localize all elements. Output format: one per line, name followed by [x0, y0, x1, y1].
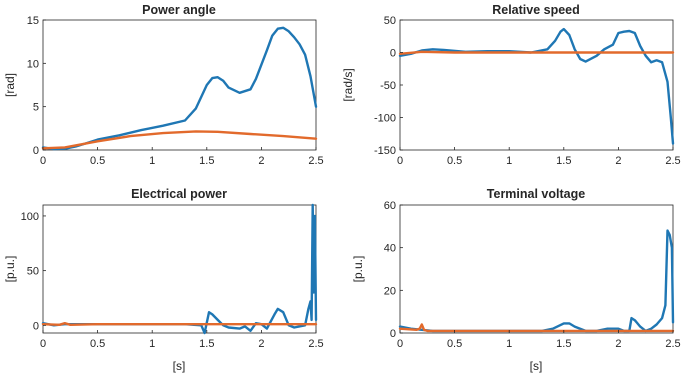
y-tick-label: 20 [384, 285, 396, 297]
plot-area [399, 19, 674, 151]
x-tick-label: 1 [506, 338, 512, 350]
x-tick-label: 0 [397, 338, 403, 350]
x-tick-label: 2.5 [665, 155, 680, 167]
y-tick-label: 0 [390, 328, 396, 340]
y-tick-label: 0 [33, 320, 39, 332]
x-axis-label: [s] [530, 359, 543, 373]
y-tick-label: -50 [380, 80, 396, 92]
axis-ticks: 0 0.5 1 1.5 2 2.5 -150 -100 -50 0 50 [374, 15, 681, 167]
y-axis-label: [rad/s] [341, 68, 355, 101]
x-tick-label: 2 [615, 338, 621, 350]
x-tick-label: 1 [149, 155, 155, 167]
plot-area [42, 204, 317, 334]
x-tick-label: 0 [40, 155, 46, 167]
axis-ticks: 0 0.5 1 1.5 2 2.5 0 50 100 [21, 211, 324, 350]
x-tick-label: 2.5 [665, 338, 680, 350]
series-lines [41, 203, 318, 335]
series-lines [398, 27, 675, 145]
y-axis-label: [p.u.] [351, 256, 365, 283]
y-tick-label: 40 [384, 243, 396, 255]
y-tick-label: 0 [390, 48, 396, 60]
series-line-2 [41, 130, 318, 150]
y-tick-label: 100 [21, 211, 39, 223]
x-axis-label: [s] [173, 359, 186, 373]
series-line-2 [398, 323, 675, 333]
x-tick-label: 2 [258, 155, 264, 167]
x-tick-label: 0 [40, 338, 46, 350]
x-tick-label: 0.5 [447, 155, 462, 167]
x-tick-label: 2.5 [308, 338, 323, 350]
x-tick-label: 0.5 [90, 338, 105, 350]
axis-ticks: 0 0.5 1 1.5 2 2.5 0 20 40 60 [384, 200, 681, 350]
x-tick-label: 2.5 [308, 155, 323, 167]
axis-ticks: 0 0.5 1 1.5 2 2.5 0 5 10 15 [27, 15, 324, 167]
panel-relative-speed: Relative speed [rad/s] 0 0.5 1 1.5 2 2.5 -150 -… [341, 3, 681, 167]
x-tick-label: 0.5 [447, 338, 462, 350]
x-tick-label: 1.5 [199, 338, 214, 350]
y-tick-label: 50 [27, 266, 39, 278]
x-tick-label: 1 [149, 338, 155, 350]
y-axis-label: [rad] [3, 73, 17, 97]
x-tick-label: 2 [615, 155, 621, 167]
chart-title: Electrical power [131, 187, 227, 201]
y-tick-label: 0 [33, 145, 39, 157]
x-tick-label: 2 [258, 338, 264, 350]
series-line-2 [41, 322, 318, 326]
x-tick-label: 1 [506, 155, 512, 167]
series-line-2 [398, 50, 675, 55]
y-tick-label: 5 [33, 102, 39, 114]
y-tick-label: -100 [374, 113, 396, 125]
plot-area [42, 19, 317, 151]
y-tick-label: 60 [384, 200, 396, 212]
y-axis-label: [p.u.] [3, 256, 17, 283]
panel-electrical-power: Electrical power [p.u.] [s] 0 0.5 1 1.5 2 2.5… [3, 187, 324, 373]
y-tick-label: -150 [374, 145, 396, 157]
y-tick-label: 10 [27, 58, 39, 70]
x-tick-label: 0.5 [90, 155, 105, 167]
x-tick-label: 0 [397, 155, 403, 167]
x-tick-label: 1.5 [556, 155, 571, 167]
series-lines [398, 229, 675, 333]
chart-title: Terminal voltage [487, 187, 585, 201]
series-lines [41, 26, 318, 151]
panel-terminal-voltage: Terminal voltage [p.u.] [s] 0 0.5 1 1.5 2 2.5… [351, 187, 681, 373]
x-tick-label: 1.5 [199, 155, 214, 167]
x-tick-label: 1.5 [556, 338, 571, 350]
panel-power-angle: Power angle [rad] 0 0.5 1 1.5 2 2.5 0 5 10 15 [3, 3, 324, 167]
y-tick-label: 15 [27, 15, 39, 27]
chart-title: Relative speed [492, 3, 580, 17]
y-tick-label: 50 [384, 15, 396, 27]
chart-title: Power angle [142, 3, 216, 17]
plot-area [399, 204, 674, 334]
